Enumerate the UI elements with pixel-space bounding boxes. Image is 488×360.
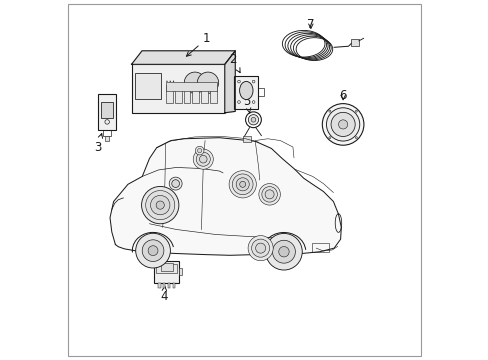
Circle shape [255,243,265,253]
Text: 3: 3 [94,134,102,154]
Circle shape [142,186,179,224]
Circle shape [261,186,277,202]
Circle shape [171,180,179,188]
Bar [105,136,109,141]
Circle shape [197,72,218,93]
Bar [98,94,116,130]
Circle shape [278,247,288,257]
Bar [131,64,224,113]
Circle shape [247,235,273,261]
Bar [103,130,111,136]
Bar [183,85,190,103]
Text: 2: 2 [229,53,240,73]
Bar [166,82,217,91]
Circle shape [193,149,213,169]
Bar [163,283,165,288]
Bar [101,102,113,118]
Circle shape [184,72,205,93]
Polygon shape [110,138,341,255]
Circle shape [156,201,164,209]
Text: 5: 5 [243,95,250,113]
Circle shape [328,110,330,112]
Circle shape [197,148,202,153]
Bar [350,39,358,45]
Circle shape [228,171,256,198]
Circle shape [251,239,269,257]
Bar [179,269,182,275]
Circle shape [326,108,359,141]
Ellipse shape [239,81,252,100]
Circle shape [150,195,169,215]
Circle shape [196,152,210,166]
Text: 7: 7 [306,18,314,31]
Circle shape [264,190,274,199]
Text: 4: 4 [160,286,167,303]
Circle shape [166,81,167,82]
Circle shape [145,190,174,220]
Bar [234,76,258,109]
Circle shape [355,110,357,112]
Circle shape [248,114,258,125]
Bar [158,283,160,288]
Polygon shape [224,51,235,113]
Circle shape [148,246,158,256]
Circle shape [258,184,280,205]
Circle shape [199,156,206,163]
Text: 6: 6 [339,89,346,102]
Circle shape [250,117,255,122]
Circle shape [236,178,249,191]
Bar [201,85,207,103]
Circle shape [338,120,347,129]
Bar [311,243,328,252]
Bar [167,283,170,288]
Circle shape [172,81,174,82]
Circle shape [195,146,203,155]
Circle shape [142,240,163,261]
Bar [209,85,216,103]
Bar [258,88,264,96]
Bar [192,85,199,103]
Circle shape [355,136,357,139]
Circle shape [169,81,170,82]
Bar [174,85,181,103]
Circle shape [135,233,170,268]
Bar [172,283,175,288]
Bar [160,263,172,271]
Bar [166,85,172,103]
Bar [243,136,250,142]
Circle shape [328,136,330,139]
Circle shape [330,112,354,136]
Circle shape [272,240,295,263]
Bar [154,261,179,283]
Text: 1: 1 [186,32,210,56]
Circle shape [232,174,253,195]
Circle shape [322,104,363,145]
Circle shape [265,233,302,270]
Bar [156,264,177,273]
Polygon shape [131,51,235,64]
Circle shape [239,181,245,187]
Bar [135,73,161,99]
Circle shape [169,177,182,190]
